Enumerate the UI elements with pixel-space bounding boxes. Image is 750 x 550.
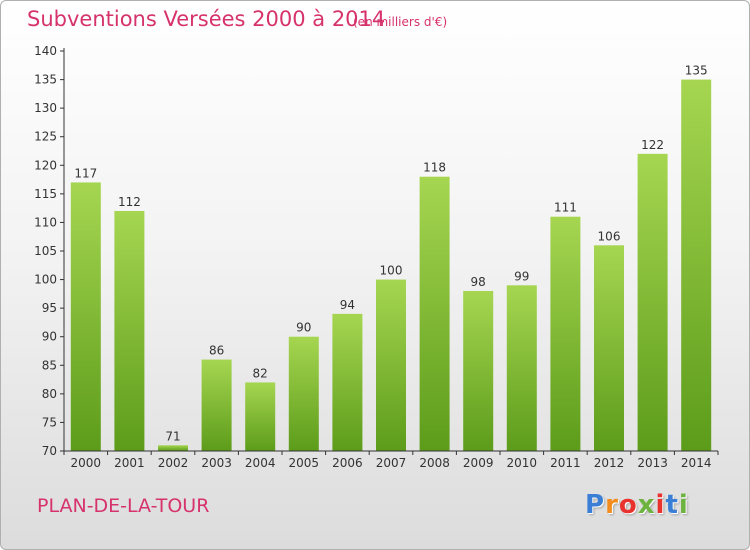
y-tick-label-75: 75 [42, 415, 57, 429]
chart-subtitle: (en milliers d'€) [353, 15, 448, 29]
bar-2001 [114, 211, 145, 451]
bar-2009 [463, 291, 494, 451]
y-tick-label-85: 85 [42, 358, 57, 372]
x-tick-label-2013: 2013 [637, 456, 668, 470]
logo-letter: P [585, 490, 606, 520]
bar-2008 [419, 176, 450, 451]
data-label-2001: 112 [118, 195, 141, 209]
y-tick-label-105: 105 [34, 244, 57, 258]
x-tick-label-2001: 2001 [114, 456, 145, 470]
data-label-2002: 71 [165, 429, 180, 443]
y-tick-label-135: 135 [34, 73, 57, 87]
y-tick-label-115: 115 [34, 187, 57, 201]
y-tick-label-140: 140 [34, 44, 57, 58]
data-label-2010: 99 [514, 269, 529, 283]
bar-2013 [637, 153, 668, 451]
x-tick-label-2007: 2007 [376, 456, 407, 470]
bar-2006 [332, 313, 363, 451]
data-label-2000: 117 [74, 166, 97, 180]
y-tick-label-70: 70 [42, 444, 57, 458]
axes: 70 75 80 85 90 95 100 105 110 115 120 125 130 135 140 2… [34, 44, 719, 470]
x-tick-label-2006: 2006 [332, 456, 363, 470]
bar-2007 [376, 279, 406, 451]
x-tick-label-2008: 2008 [419, 456, 450, 470]
x-tick-label-2009: 2009 [463, 456, 494, 470]
bar-2002 [158, 445, 188, 451]
data-label-2014: 135 [685, 64, 708, 78]
data-label-2011: 111 [554, 201, 577, 215]
proxiti-logo[interactable]: Proxiti [585, 490, 689, 520]
y-tick-label-130: 130 [34, 101, 57, 115]
y-tick-label-125: 125 [34, 130, 57, 144]
chart-title: Subventions Versées 2000 à 2014 [27, 7, 386, 31]
bar-2005 [288, 336, 319, 451]
y-tick-label-110: 110 [34, 215, 57, 229]
y-tick-label-80: 80 [42, 387, 57, 401]
x-tick-label-2012: 2012 [594, 456, 625, 470]
y-tick-label-95: 95 [42, 301, 57, 315]
bar-2014 [681, 79, 712, 452]
bar-2000 [70, 182, 101, 451]
x-tick-label-2010: 2010 [507, 456, 538, 470]
bar-2012 [594, 245, 624, 451]
x-tick-label-2002: 2002 [158, 456, 189, 470]
bar-2004 [245, 382, 276, 451]
logo-letter: x [637, 490, 656, 520]
bar-2011 [550, 216, 581, 451]
data-label-2005: 90 [296, 321, 311, 335]
x-tick-label-2000: 2000 [71, 456, 102, 470]
y-tick-label-90: 90 [42, 330, 57, 344]
data-label-2013: 122 [641, 138, 664, 152]
commune-name: PLAN-DE-LA-TOUR [37, 495, 210, 517]
x-tick-label-2014: 2014 [681, 456, 712, 470]
x-tick-label-2011: 2011 [550, 456, 581, 470]
data-label-2012: 106 [598, 229, 621, 243]
logo-letter: o [618, 490, 638, 520]
x-tick-label-2005: 2005 [289, 456, 320, 470]
data-label-2006: 94 [340, 298, 355, 312]
x-tick-label-2004: 2004 [245, 456, 276, 470]
y-tick-label-100: 100 [34, 273, 57, 287]
y-tick-label-120: 120 [34, 158, 57, 172]
logo-letter: r [605, 490, 619, 520]
bars: 117 112 71 86 82 90 94 100 118 98 99 111 106 122 135 [70, 64, 712, 452]
logo-letter: t [665, 490, 679, 520]
logo-letter: i [655, 490, 666, 520]
data-label-2007: 100 [380, 264, 403, 278]
logo-letter: i [678, 490, 689, 520]
bar-2003 [201, 359, 232, 451]
x-tick-label-2003: 2003 [201, 456, 232, 470]
data-label-2004: 82 [253, 366, 268, 380]
data-label-2009: 98 [471, 275, 486, 289]
data-label-2003: 86 [209, 344, 224, 358]
bar-2010 [506, 285, 537, 451]
data-label-2008: 118 [423, 161, 446, 175]
